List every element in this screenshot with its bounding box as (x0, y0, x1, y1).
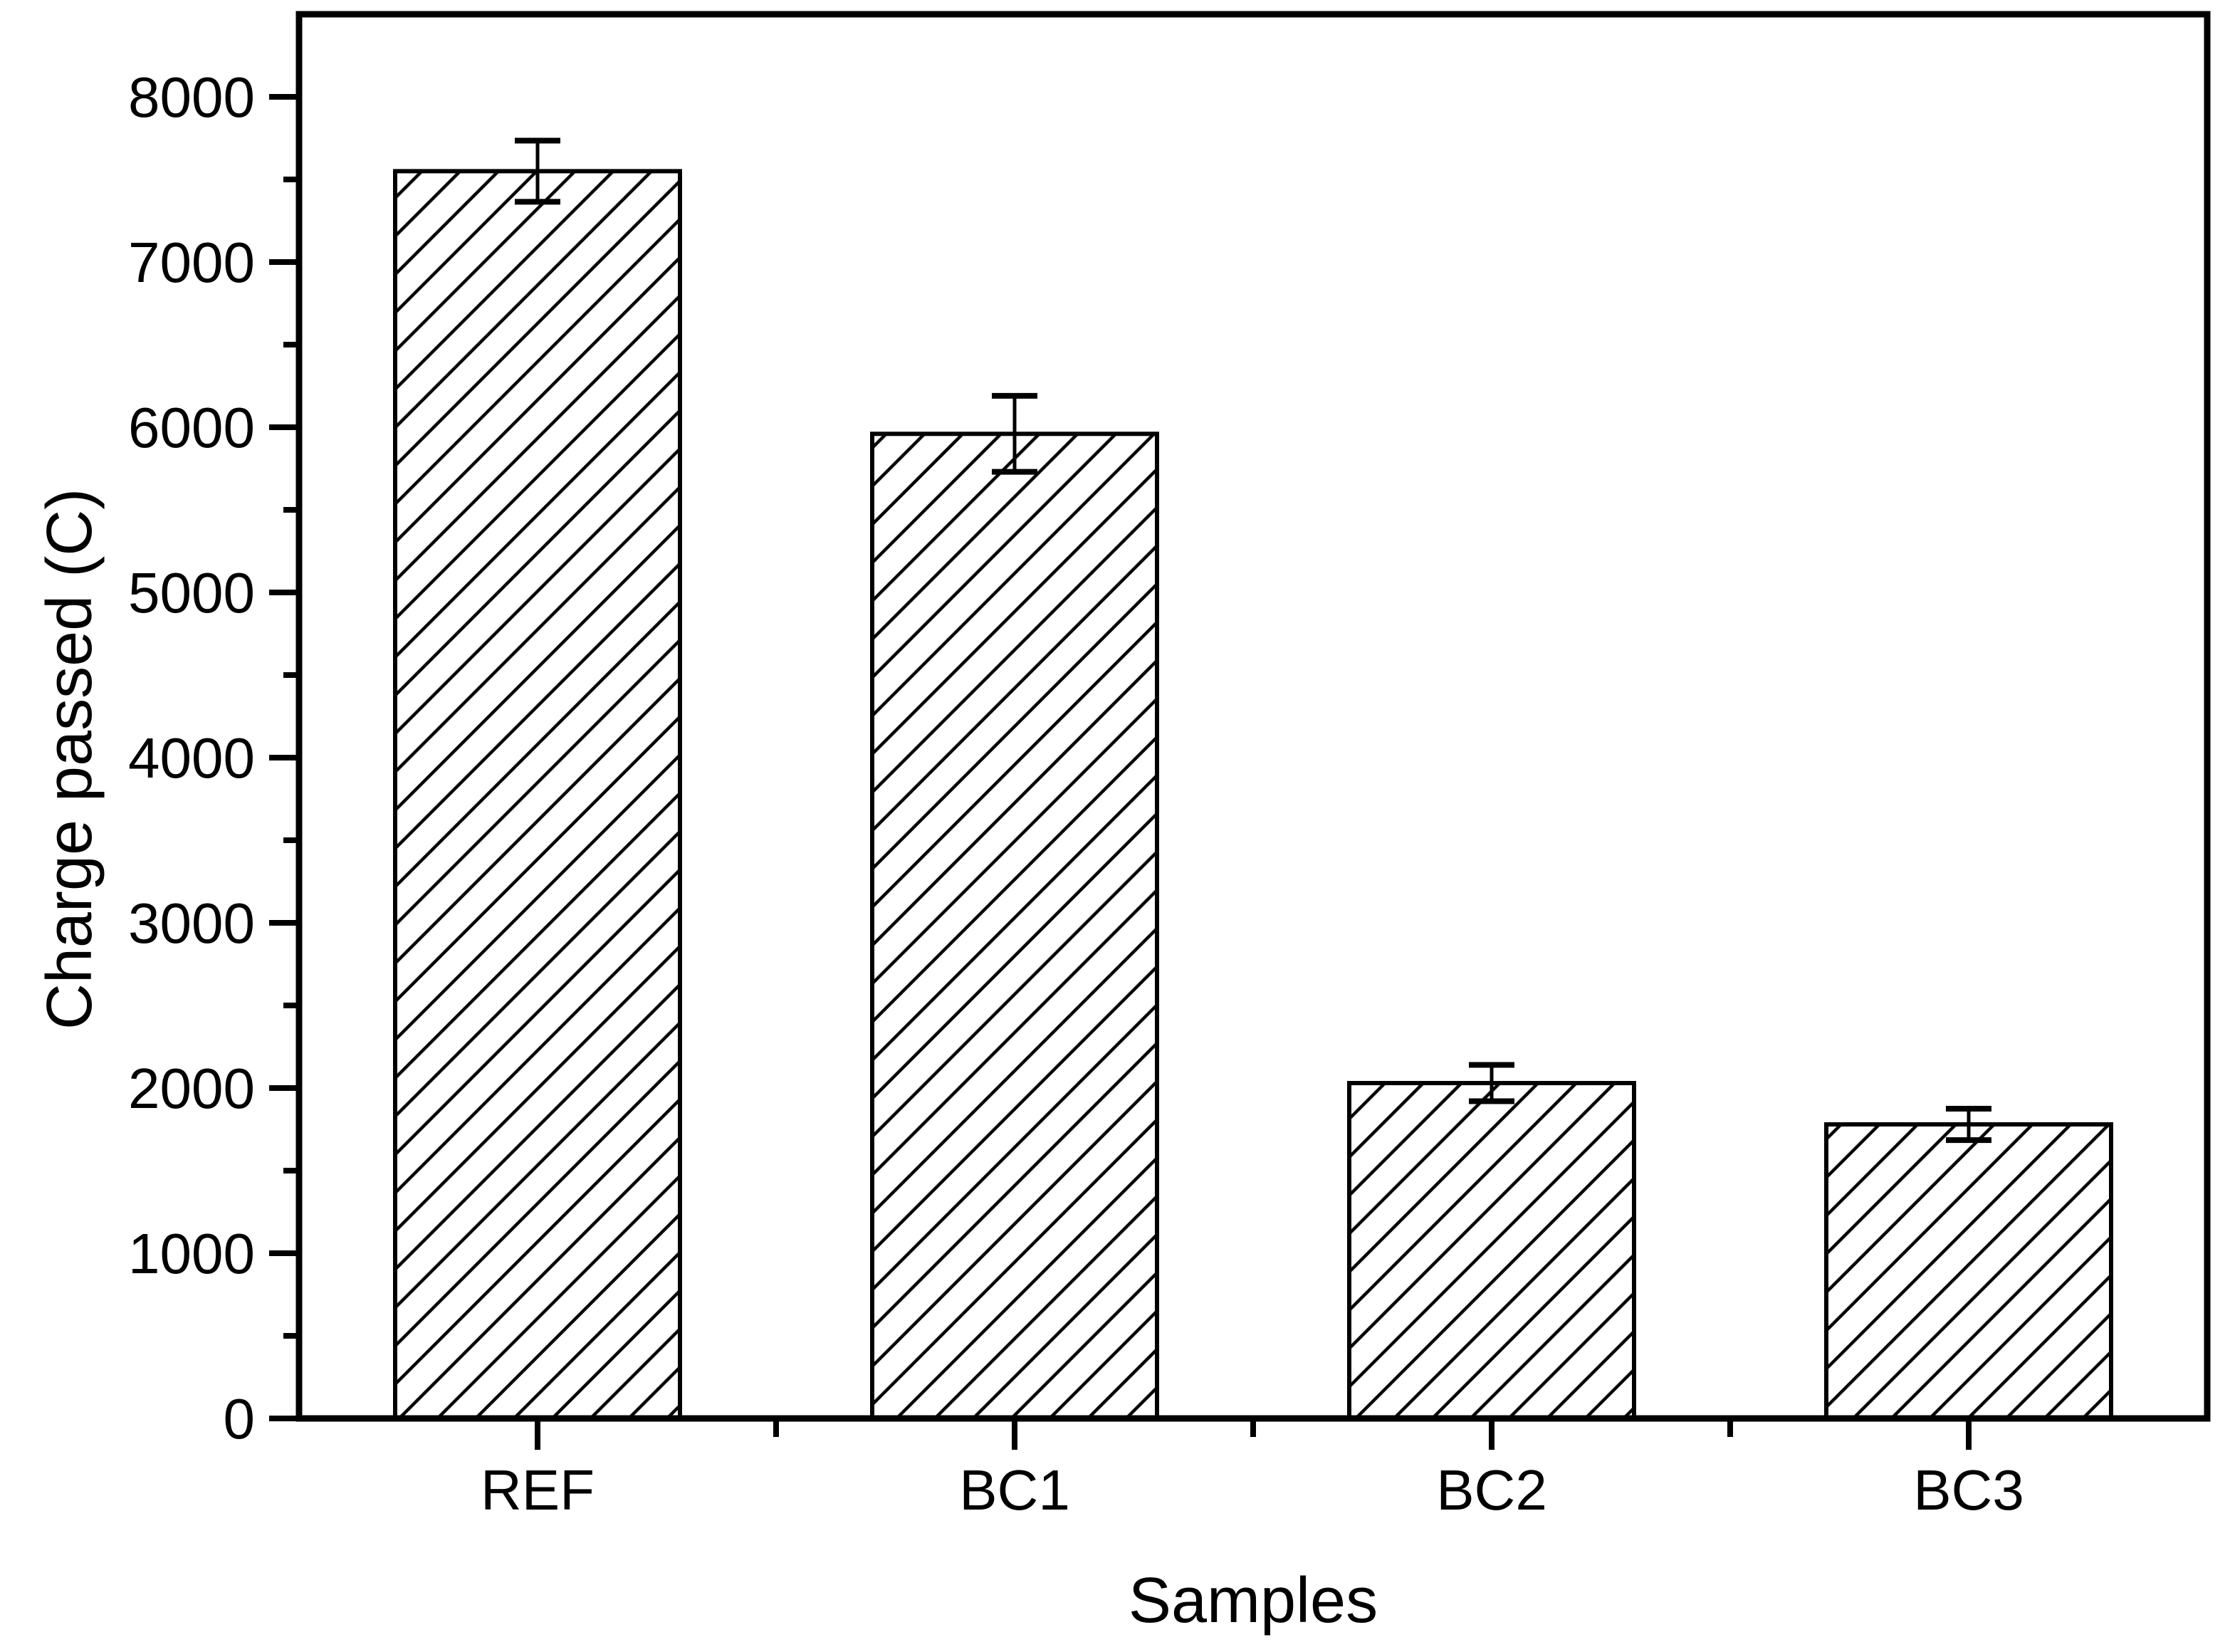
bar-BC3 (1824, 1122, 2113, 1421)
bar-BC2 (1347, 1081, 1636, 1421)
error-bars-group (515, 137, 1991, 1144)
error-bar-REF (515, 137, 560, 205)
y-tick-label-8000: 8000 (128, 66, 255, 129)
y-tick-label-3000: 3000 (128, 892, 255, 955)
y-tick-label-2000: 2000 (128, 1057, 255, 1120)
y-tick-label-1000: 1000 (128, 1222, 255, 1285)
error-bar-BC1 (992, 392, 1037, 475)
plot-frame (295, 11, 2211, 1422)
y-tick-label-4000: 4000 (128, 726, 255, 790)
error-bar-BC3 (1946, 1106, 1991, 1144)
bars-group (393, 169, 2113, 1421)
x-tick-label-BC3: BC3 (1913, 1458, 2024, 1522)
x-tick-label-BC2: BC2 (1436, 1458, 1547, 1522)
y-tick-label-5000: 5000 (128, 561, 255, 624)
bar-REF (393, 169, 682, 1421)
y-tick-label-0: 0 (224, 1387, 256, 1450)
tick-labels-group: REF BC1 BC2 BC3 0 1000 2000 3000 4000 5000 6000 700… (128, 66, 2024, 1522)
y-axis-title: Charge passed (C) (34, 488, 105, 1030)
error-bar-BC2 (1469, 1062, 1514, 1104)
x-tick-label-REF: REF (481, 1458, 595, 1522)
x-axis-title: Samples (1129, 1565, 1378, 1636)
y-tick-label-6000: 6000 (128, 396, 255, 459)
bar-BC1 (870, 432, 1159, 1421)
x-tick-label-BC1: BC1 (959, 1458, 1070, 1522)
y-tick-label-7000: 7000 (128, 231, 255, 294)
